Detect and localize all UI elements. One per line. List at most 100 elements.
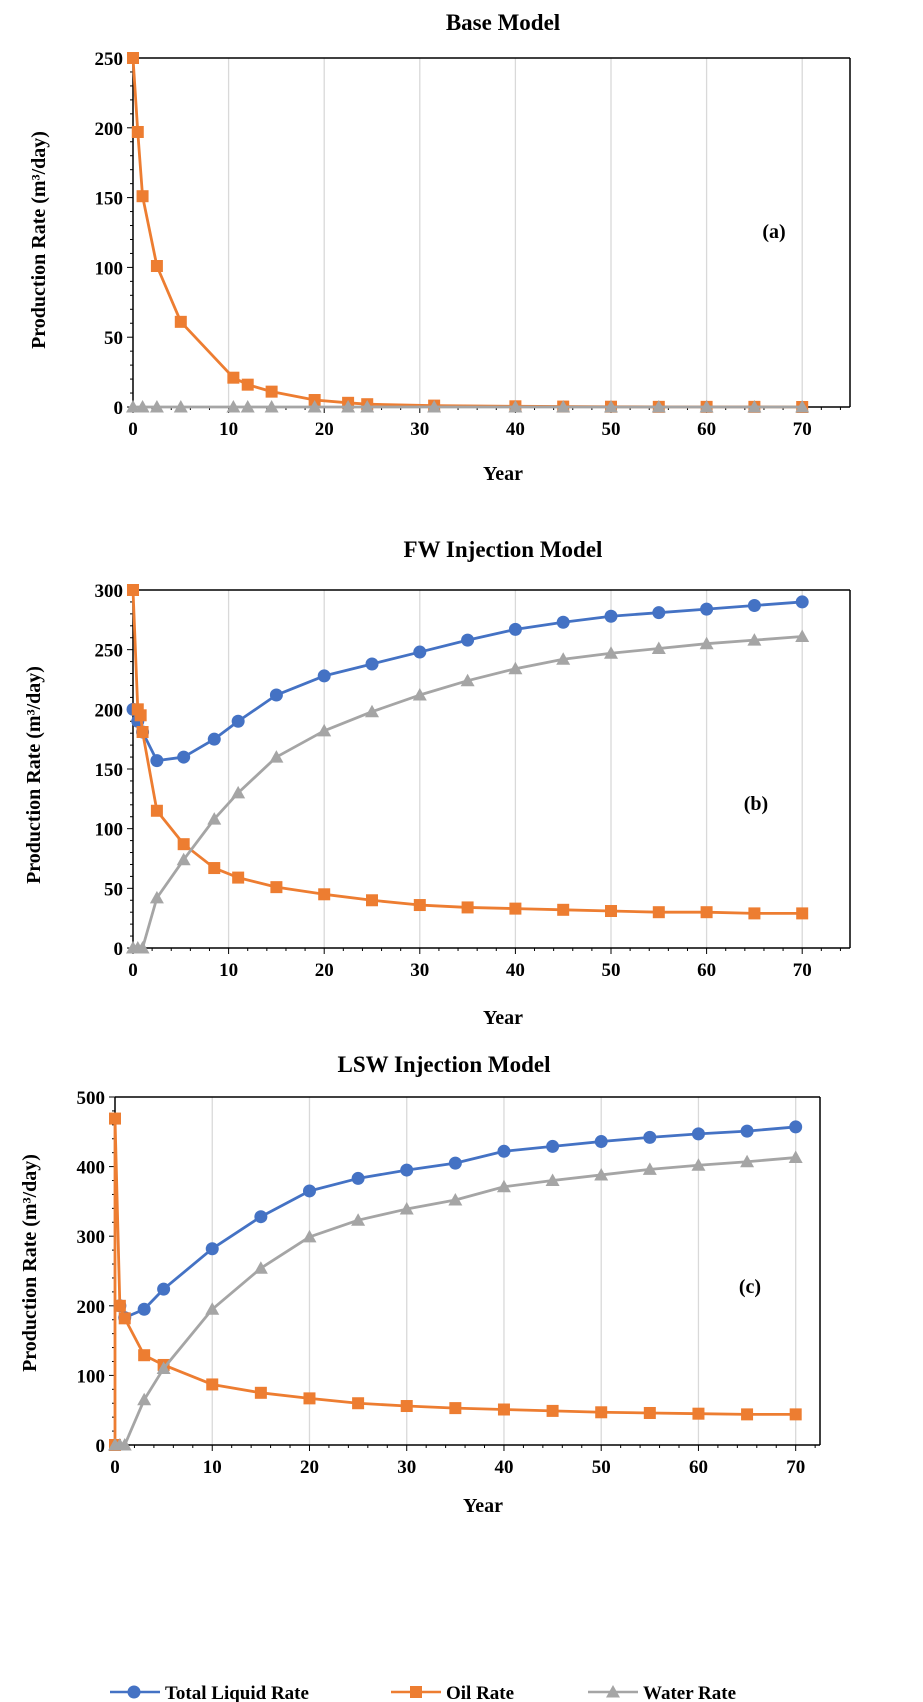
data-point-oil-rate	[546, 1404, 559, 1417]
panel-annotation: (c)	[739, 1276, 761, 1298]
data-point-oil-rate	[461, 901, 474, 914]
data-point-total-liquid-rate	[508, 622, 522, 636]
data-point-total-liquid-rate	[604, 609, 618, 623]
x-tick-label: 40	[494, 1457, 513, 1478]
data-point-water-rate	[360, 400, 375, 413]
data-point-oil-rate	[413, 899, 426, 912]
panel-annotation: (a)	[762, 221, 785, 243]
data-point-water-rate	[207, 812, 222, 825]
data-point-water-rate	[795, 629, 810, 643]
legend-marker-square	[410, 1686, 422, 1698]
data-point-water-rate	[651, 400, 666, 413]
data-point-water-rate	[240, 400, 255, 413]
data-point-oil-rate	[138, 1349, 151, 1362]
plot-area: 0 100 200 300 400 500 0 10 20 30 40 50 60 70	[77, 1088, 821, 1478]
series-line-total-liquid-rate	[118, 1125, 796, 1320]
data-point-water-rate	[302, 1229, 317, 1243]
legend-marker	[127, 1685, 141, 1699]
x-tick-label: 10	[219, 960, 238, 981]
data-point-oil-rate	[131, 125, 144, 138]
data-point-total-liquid-rate	[302, 1184, 316, 1198]
data-point-total-liquid-rate	[365, 657, 379, 671]
data-point-oil-rate	[254, 1386, 267, 1399]
data-point-total-liquid-rate	[269, 688, 283, 702]
data-point-water-rate	[594, 1167, 609, 1181]
x-tick-label: 70	[793, 960, 812, 981]
data-point-water-rate	[604, 400, 618, 413]
data-point-total-liquid-rate	[700, 602, 714, 616]
data-point-water-rate	[448, 1193, 463, 1206]
data-point-water-rate	[427, 400, 442, 413]
x-axis-label: Year	[483, 1007, 523, 1029]
data-point-water-rate	[231, 785, 246, 799]
data-point-oil-rate	[366, 894, 378, 907]
y-tick-label: 100	[95, 820, 124, 841]
y-tick-label: 50	[104, 879, 123, 900]
x-tick-label: 30	[410, 419, 429, 440]
x-tick-label: 0	[110, 1457, 120, 1478]
data-point-total-liquid-rate	[789, 1120, 803, 1134]
data-point-water-rate	[307, 400, 322, 413]
data-point-total-liquid-rate	[556, 615, 570, 629]
y-tick-label: 50	[104, 328, 123, 349]
data-point-oil-rate	[150, 260, 163, 273]
y-tick-label: 150	[95, 760, 124, 781]
data-point-total-liquid-rate	[137, 1302, 151, 1316]
data-point-oil-rate	[605, 905, 617, 918]
data-point-total-liquid-rate	[157, 1282, 171, 1296]
x-tick-label: 20	[315, 960, 334, 981]
data-point-water-rate	[135, 400, 150, 413]
x-axis-label: Year	[483, 463, 523, 485]
data-point-total-liquid-rate	[150, 754, 164, 768]
legend-label-total-liquid: Total Liquid Rate	[165, 1683, 309, 1702]
x-tick-label: 10	[203, 1457, 222, 1478]
legend-label-water: Water Rate	[643, 1683, 736, 1702]
plot-area: 0 50 100 150 200 250 0 10 20 30 40 50 60 70	[95, 49, 851, 440]
data-point-total-liquid-rate	[205, 1242, 219, 1256]
y-tick-label: 0	[114, 398, 124, 419]
data-point-oil-rate	[595, 1406, 608, 1419]
data-point-water-rate	[604, 646, 618, 659]
data-point-water-rate	[545, 1173, 560, 1187]
data-point-total-liquid-rate	[231, 714, 245, 728]
x-tick-label: 60	[697, 960, 716, 981]
legend-item-total-liquid: Total Liquid Rate	[110, 1683, 309, 1702]
plot-area: 0 50 100 150 200 250 300 0 10 20 30 40 50 60 70	[95, 581, 851, 981]
chart-panel-a: Base Model Year Production Rate (m³/day)…	[28, 10, 851, 485]
legend-label-oil: Oil Rate	[446, 1683, 514, 1702]
data-point-oil-rate	[118, 1312, 131, 1325]
data-point-total-liquid-rate	[643, 1130, 657, 1144]
data-point-total-liquid-rate	[594, 1135, 608, 1149]
data-point-water-rate	[365, 704, 379, 718]
data-point-total-liquid-rate	[254, 1210, 268, 1224]
data-point-total-liquid-rate	[177, 750, 191, 764]
data-point-oil-rate	[127, 584, 139, 596]
data-point-water-rate	[205, 1302, 220, 1315]
data-point-oil-rate	[174, 315, 187, 328]
data-point-water-rate	[176, 852, 191, 866]
data-point-water-rate	[740, 1154, 755, 1168]
data-point-water-rate	[226, 400, 241, 413]
series-line-oil-rate	[131, 589, 803, 915]
data-point-oil-rate	[136, 726, 149, 739]
data-point-water-rate	[699, 636, 714, 650]
data-point-oil-rate	[134, 709, 147, 722]
data-point-total-liquid-rate	[317, 669, 331, 683]
x-tick-label: 50	[592, 1457, 611, 1478]
data-point-water-rate	[149, 890, 164, 904]
x-tick-label: 50	[602, 419, 621, 440]
legend-marker	[410, 1686, 422, 1698]
data-point-water-rate	[642, 1162, 657, 1175]
data-point-water-rate	[691, 1158, 706, 1171]
x-tick-label: 0	[128, 419, 138, 440]
y-tick-label: 0	[96, 1436, 106, 1457]
data-point-water-rate	[651, 641, 666, 654]
series-line-oil-rate	[131, 57, 803, 409]
data-point-total-liquid-rate	[691, 1127, 705, 1141]
y-tick-label: 0	[114, 939, 124, 960]
legend: Total Liquid Rate Oil Rate Water Rate	[110, 1683, 736, 1702]
data-point-total-liquid-rate	[652, 606, 666, 620]
data-point-water-rate	[399, 1202, 414, 1215]
data-point-oil-rate	[741, 1408, 754, 1421]
